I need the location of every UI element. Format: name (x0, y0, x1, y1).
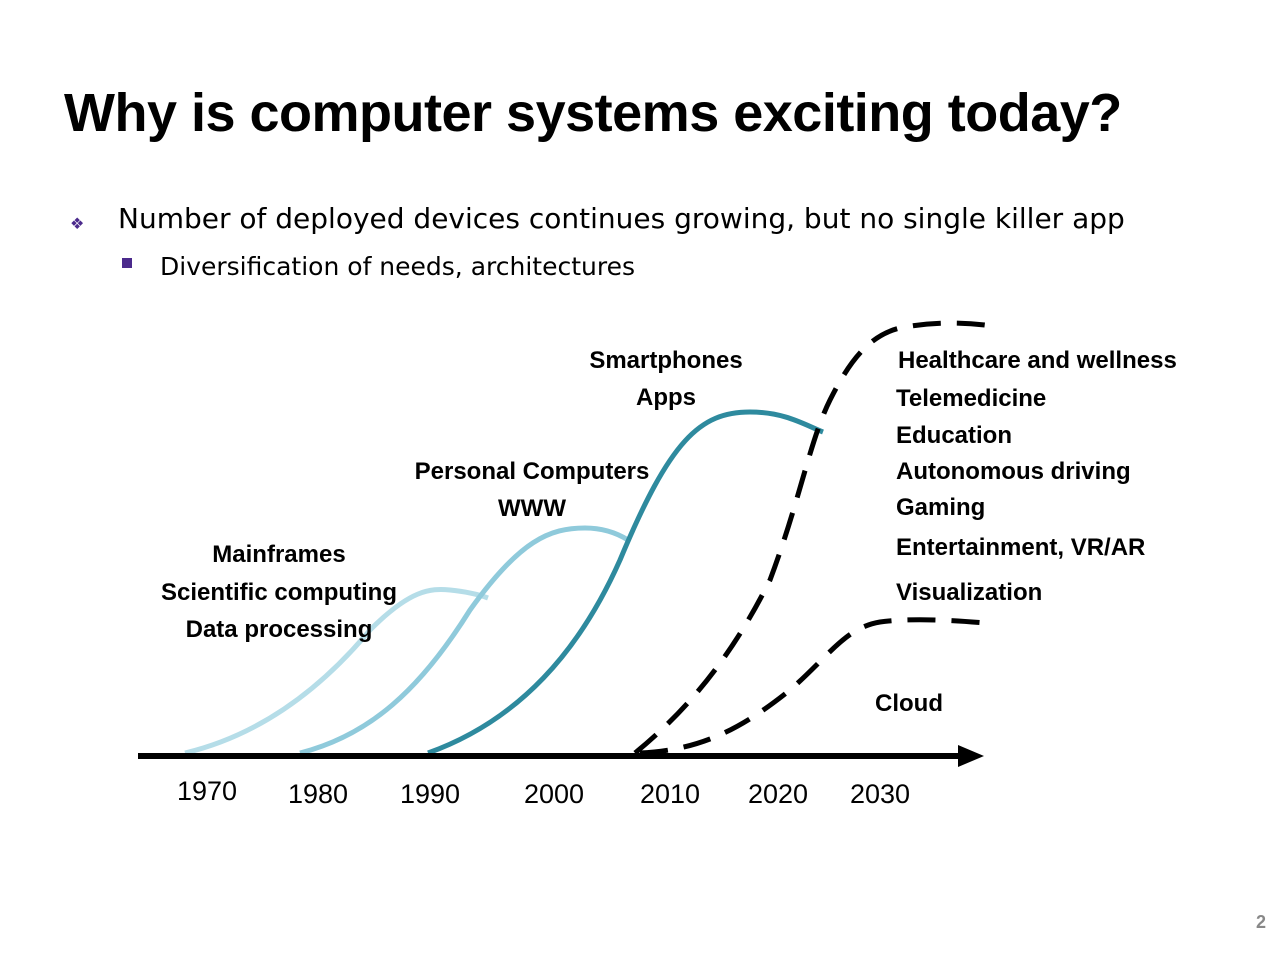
future-app-label: Gaming (896, 494, 985, 521)
diamond-cluster-icon: ❖ (70, 216, 85, 233)
tick-label: 1970 (177, 776, 237, 806)
cloud-label: Cloud (875, 690, 943, 717)
era-label: Mainframes (212, 541, 345, 568)
tick-label: 2030 (850, 779, 910, 809)
future-app-label: Entertainment, VR/AR (896, 534, 1145, 561)
tick-label: 2020 (748, 779, 808, 809)
era-label: Personal Computers (415, 458, 650, 485)
bullet-level-2: Diversification of needs, architectures (160, 252, 635, 281)
future-dashed-curve (633, 320, 986, 755)
future-app-label: Visualization (896, 579, 1042, 606)
future-app-label: Education (896, 422, 1012, 449)
tick-label: 2000 (524, 779, 584, 809)
axis-arrow-icon (958, 745, 984, 767)
cloud-dashed-curve (639, 617, 986, 756)
era-label: Apps (636, 384, 696, 411)
era-label: WWW (498, 495, 566, 522)
future-app-label: Healthcare and wellness (898, 347, 1177, 374)
tick-label: 1980 (288, 779, 348, 809)
era-curve-mainframes (184, 587, 489, 756)
future-app-label: Autonomous driving (896, 458, 1131, 485)
square-icon (122, 258, 132, 268)
era-curve-pc (299, 525, 630, 756)
slide-title: Why is computer systems exciting today? (64, 83, 1122, 143)
bullet-level-1: Number of deployed devices continues gro… (118, 202, 1125, 235)
era-curve-smartphones (427, 409, 824, 756)
era-label: Smartphones (589, 347, 742, 374)
era-label: Scientific computing (161, 579, 397, 606)
era-label: Data processing (186, 616, 373, 643)
future-app-label: Telemedicine (896, 385, 1046, 412)
tick-label: 2010 (640, 779, 700, 809)
page-number: 2 (1255, 912, 1266, 932)
tick-label: 1990 (400, 779, 460, 809)
